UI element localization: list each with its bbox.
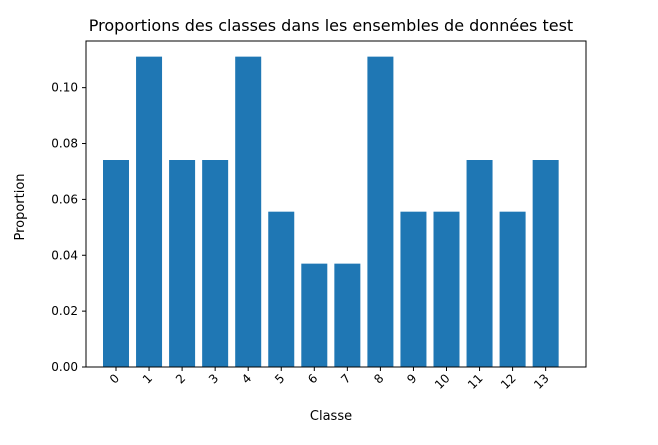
x-axis-title: Classe xyxy=(310,409,352,424)
x-tick-label: 8 xyxy=(371,371,386,386)
bars-group xyxy=(103,56,559,367)
x-tick-label: 7 xyxy=(338,371,353,386)
y-axis-title: Proportion xyxy=(13,173,28,240)
x-tick-label: 10 xyxy=(432,371,453,392)
x-tick-label: 4 xyxy=(239,371,254,386)
bar-4 xyxy=(235,56,262,367)
x-tick-label: 6 xyxy=(305,371,320,386)
bar-3 xyxy=(202,160,229,367)
x-tick-label: 12 xyxy=(498,371,519,392)
y-tick-label: 0.10 xyxy=(51,81,78,95)
chart-title: Proportions des classes dans les ensembl… xyxy=(89,16,573,35)
y-tick-label: 0.04 xyxy=(51,248,78,262)
bar-5 xyxy=(268,211,295,367)
x-tick-label: 11 xyxy=(465,371,486,392)
bar-1 xyxy=(136,56,163,367)
y-tick-label: 0.06 xyxy=(51,192,78,206)
x-axis: 0 1 2 3 4 5 6 7 8 9 10 11 12 13 xyxy=(107,367,552,392)
bar-10 xyxy=(433,211,460,367)
y-axis: 0.00 0.02 0.04 0.06 0.08 0.10 xyxy=(51,81,86,374)
bar-13 xyxy=(532,160,559,367)
bar-12 xyxy=(499,211,526,367)
bar-9 xyxy=(400,211,427,367)
x-tick-label: 5 xyxy=(272,371,287,386)
bar-11 xyxy=(466,160,493,367)
x-tick-label: 1 xyxy=(140,371,155,386)
bar-0 xyxy=(103,160,129,367)
y-tick-label: 0.02 xyxy=(51,304,78,318)
x-tick-label: 2 xyxy=(173,371,188,386)
x-tick-label: 13 xyxy=(531,371,552,392)
x-tick-label: 0 xyxy=(107,371,122,386)
x-tick-label: 9 xyxy=(404,371,419,386)
y-tick-label: 0.08 xyxy=(51,137,78,151)
x-tick-label: 3 xyxy=(206,371,221,386)
bar-8 xyxy=(367,56,394,367)
bar-6 xyxy=(301,263,328,367)
y-tick-label: 0.00 xyxy=(51,360,78,374)
plot-frame xyxy=(85,40,587,368)
bar-7 xyxy=(334,263,361,367)
bar-2 xyxy=(169,160,196,367)
